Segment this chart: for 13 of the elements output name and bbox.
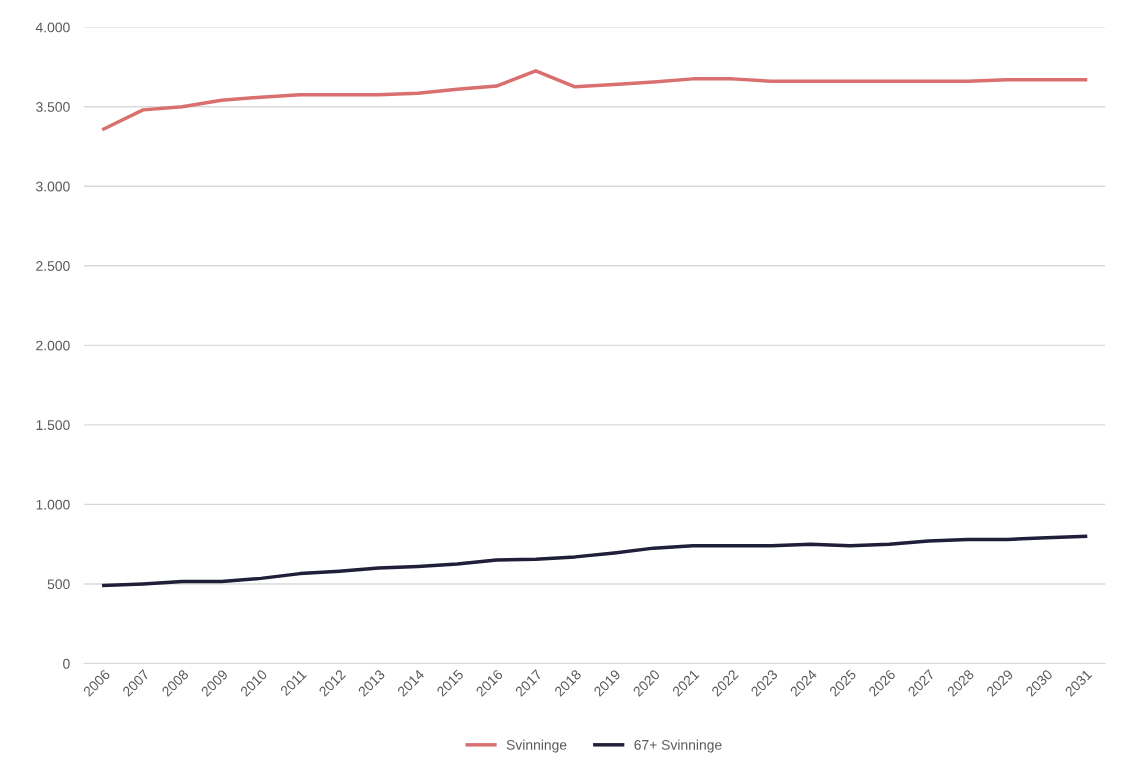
y-tick-label: 1.500 (36, 420, 70, 431)
y-tick-label: 4.000 (35, 22, 70, 33)
y-tick-label: 1.000 (36, 499, 70, 510)
line-series (102, 534, 1088, 588)
y-tick-label: 3.000 (36, 181, 70, 192)
y-tick-label: 2.000 (36, 340, 70, 351)
legend-label: Svinninge (506, 739, 567, 753)
y-tick-label: 500 (47, 579, 70, 590)
legend-label: 67+ Svinninge (634, 739, 722, 753)
y-tick-label: 0 (63, 658, 70, 669)
y-tick-label: 3.500 (36, 102, 70, 112)
line-series (102, 69, 1088, 131)
y-tick-label: 2.500 (36, 261, 70, 271)
